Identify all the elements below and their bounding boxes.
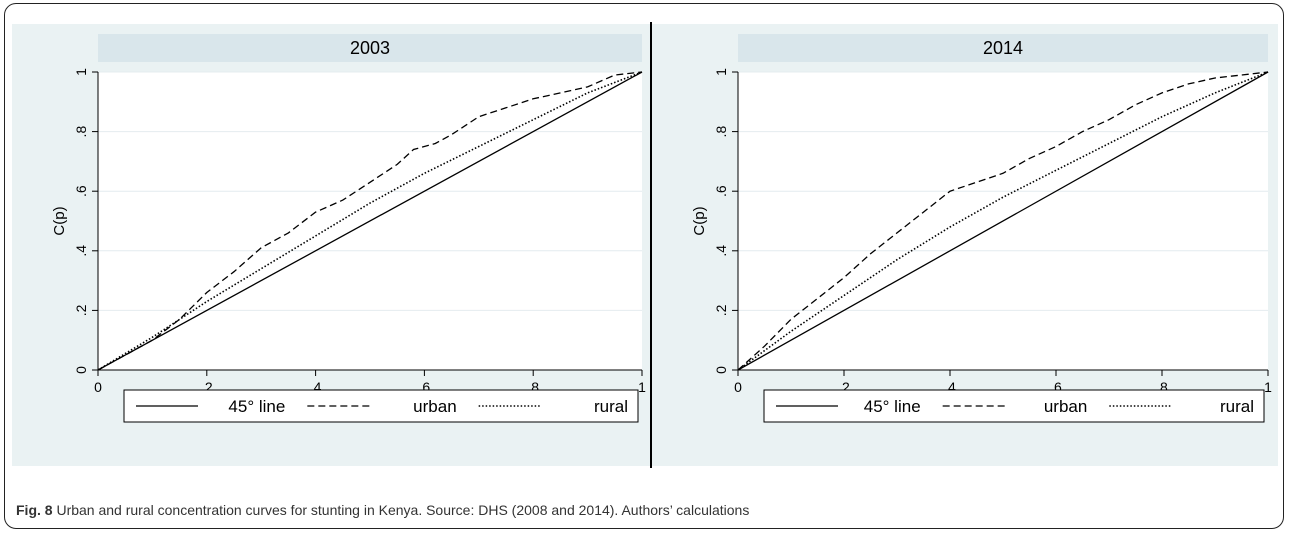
- legend-box-2003: [123, 389, 639, 423]
- panel-divider: [650, 22, 652, 468]
- chart-title-2003: 2003: [350, 38, 390, 58]
- legend-label-0-2003: 45° line: [228, 397, 285, 416]
- y-tick-label-2003: 1: [73, 68, 89, 76]
- chart-title-2014: 2014: [983, 38, 1023, 58]
- y-tick-label-2014: 0: [713, 366, 729, 374]
- y-tick-label-2014: .8: [713, 126, 729, 138]
- y-axis-label-2003: C(p): [51, 206, 68, 235]
- y-tick-label-2014: .4: [713, 245, 729, 257]
- figure-caption-text: Urban and rural concentration curves for…: [52, 502, 750, 518]
- y-tick-label-2003: .6: [73, 185, 89, 197]
- series-line-45-line-2014: [737, 71, 1269, 371]
- x-tick-label-2014: .8: [1156, 379, 1168, 395]
- y-tick-label-2014: .2: [713, 304, 729, 316]
- title-band-2014: [738, 34, 1268, 62]
- series-line-urban-2003: [97, 71, 643, 371]
- series-line-rural-2003: [97, 71, 643, 371]
- y-tick-label-2003: .2: [73, 304, 89, 316]
- legend-label-0-2014: 45° line: [864, 397, 921, 416]
- legend-label-1-2014: urban: [1044, 397, 1087, 416]
- x-tick-label-2014: 1: [1264, 379, 1272, 395]
- x-tick-label-2003: .6: [419, 379, 431, 395]
- legend-box-2014: [763, 389, 1265, 423]
- x-tick-label-2003: 0: [94, 379, 102, 395]
- legend-label-2-2003: rural: [594, 397, 628, 416]
- series-line-45-line-2003: [97, 71, 643, 371]
- x-tick-label-2003: .2: [201, 379, 213, 395]
- title-band-2003: [98, 34, 642, 62]
- x-tick-label-2014: .2: [838, 379, 850, 395]
- x-tick-label-2003: 1: [638, 379, 646, 395]
- y-tick-label-2014: .6: [713, 185, 729, 197]
- y-tick-label-2014: 1: [713, 68, 729, 76]
- y-axis-label-2014: C(p): [691, 206, 708, 235]
- figure-frame: [4, 3, 1284, 529]
- x-tick-label-2014: 0: [734, 379, 742, 395]
- x-tick-label-2014: .6: [1050, 379, 1062, 395]
- series-line-urban-2014: [737, 71, 1269, 371]
- legend-label-1-2003: urban: [413, 397, 456, 416]
- legend-label-2-2014: rural: [1220, 397, 1254, 416]
- y-tick-label-2003: 0: [73, 366, 89, 374]
- y-tick-label-2003: .8: [73, 126, 89, 138]
- figure-label: Fig. 8: [16, 502, 53, 518]
- x-tick-label-2014: .4: [944, 379, 956, 395]
- figure-caption: Fig. 8 Urban and rural concentration cur…: [16, 502, 749, 518]
- x-tick-label-2003: .4: [310, 379, 322, 395]
- y-tick-label-2003: .4: [73, 245, 89, 257]
- x-tick-label-2003: .8: [527, 379, 539, 395]
